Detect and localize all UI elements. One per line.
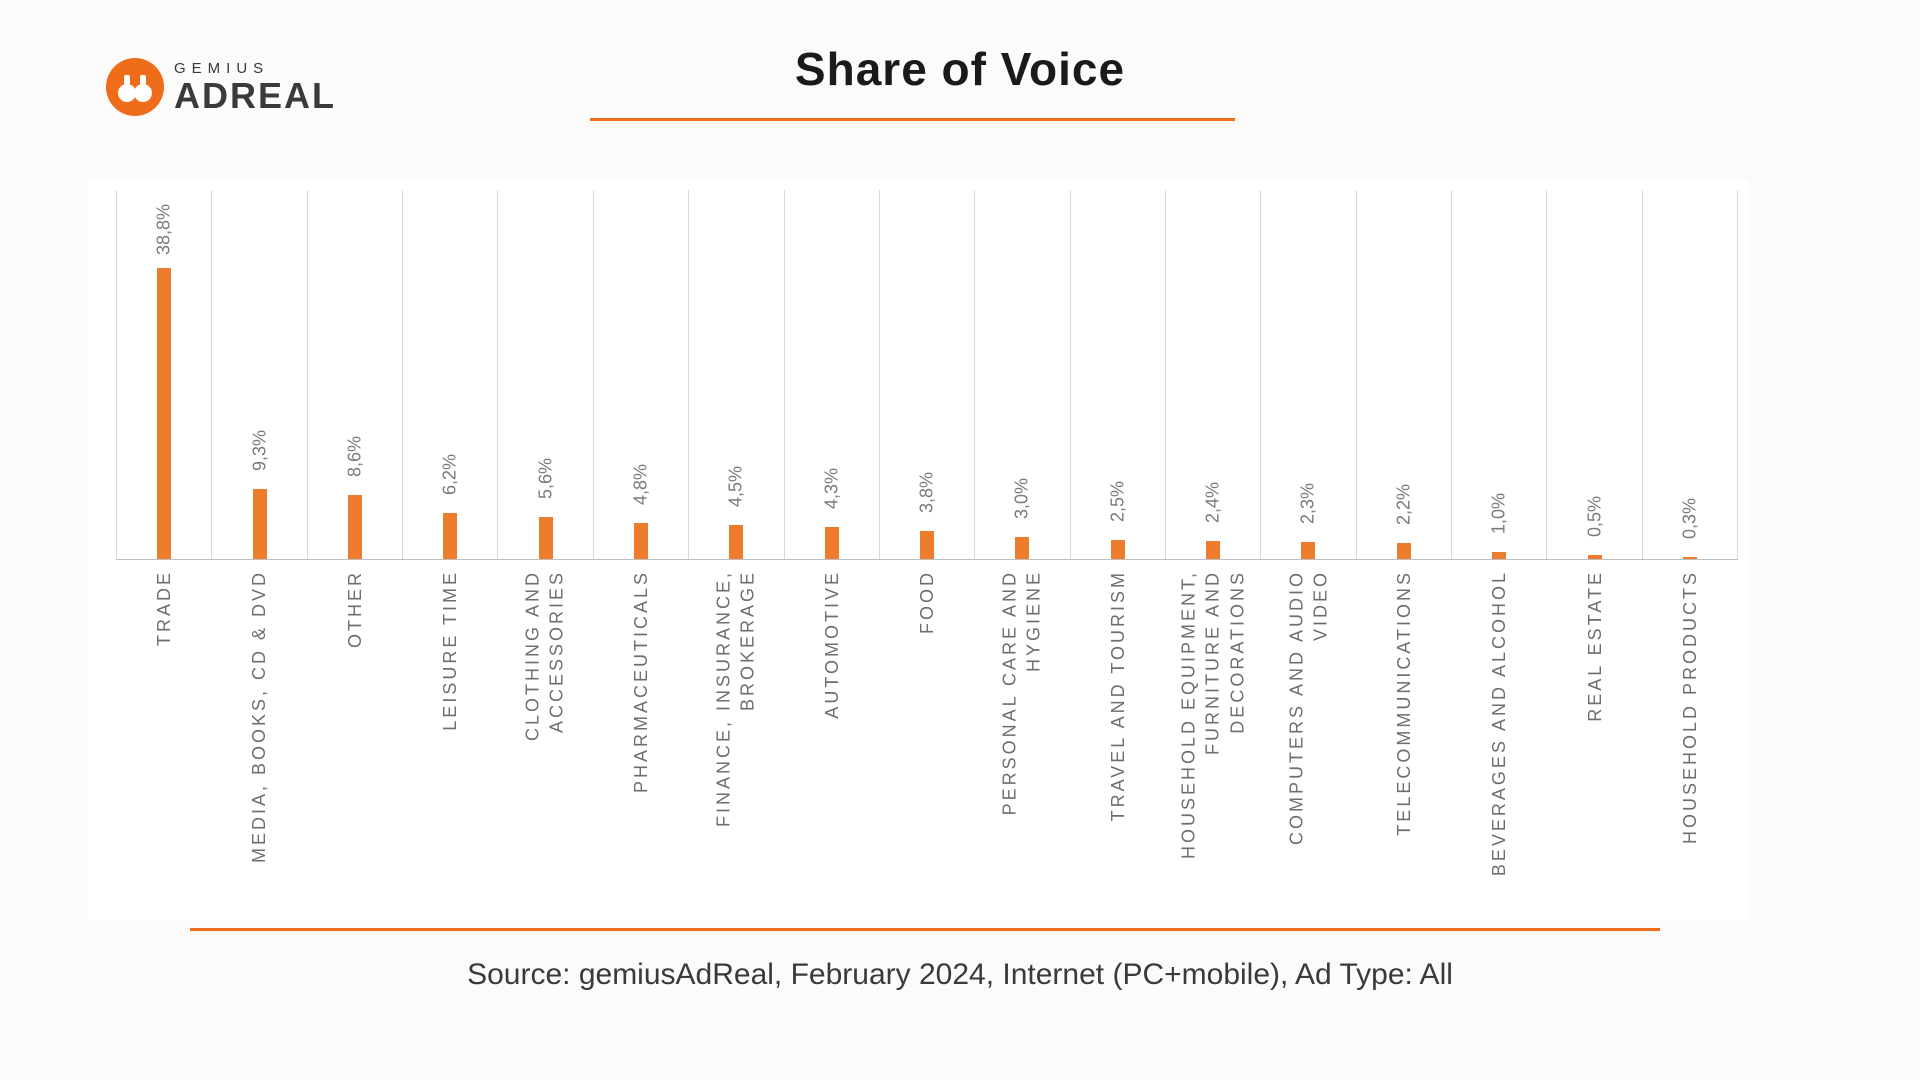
category-label: REAL ESTATE — [1547, 570, 1642, 900]
chart-column: 38,8% — [116, 190, 211, 559]
chart-bar — [1111, 540, 1125, 559]
bar-value-label: 5,6% — [535, 458, 556, 499]
category-label: AUTOMOTIVE — [784, 570, 879, 900]
chart-bar — [157, 268, 171, 559]
chart-bar — [729, 525, 743, 559]
chart-column: 2,2% — [1356, 190, 1451, 559]
title-underline — [590, 118, 1235, 121]
category-label: MEDIA, BOOKS, CD & DVD — [211, 570, 306, 900]
chart-bar — [539, 517, 553, 559]
chart-labels: TRADEMEDIA, BOOKS, CD & DVDOTHERLEISURE … — [116, 570, 1738, 900]
chart-column: 3,8% — [879, 190, 974, 559]
bar-value-label: 1,0% — [1489, 492, 1510, 533]
category-label: BEVERAGES AND ALCOHOL — [1452, 570, 1547, 900]
bar-value-label: 38,8% — [154, 204, 175, 255]
chart-column: 0,5% — [1546, 190, 1641, 559]
chart-bar — [1588, 555, 1602, 559]
category-label: FINANCE, INSURANCE,BROKERAGE — [688, 570, 783, 900]
binoculars-icon — [106, 58, 164, 116]
chart-bar — [1206, 541, 1220, 559]
chart-bar — [443, 513, 457, 560]
bar-value-label: 4,5% — [726, 466, 747, 507]
bar-value-label: 4,8% — [630, 464, 651, 505]
chart-bar — [1015, 537, 1029, 560]
chart-bar — [825, 527, 839, 559]
chart-bar — [1397, 543, 1411, 560]
logo-text-top: GEMIUS — [174, 61, 336, 76]
chart-column: 2,3% — [1260, 190, 1355, 559]
chart-column: 4,5% — [688, 190, 783, 559]
chart-column: 8,6% — [307, 190, 402, 559]
category-label: TELECOMMUNICATIONS — [1356, 570, 1451, 900]
chart-area: 38,8% 9,3% 8,6% 6,2% 5,6% 4,8% 4,5% 4,3% 3,8% 3,0… — [88, 180, 1748, 920]
chart-column: 0,3% — [1642, 190, 1738, 559]
bar-value-label: 2,4% — [1203, 482, 1224, 523]
chart-bar — [348, 495, 362, 560]
bar-value-label: 0,5% — [1584, 496, 1605, 537]
category-label: HOUSEHOLD PRODUCTS — [1643, 570, 1738, 900]
chart-column: 4,3% — [784, 190, 879, 559]
bar-value-label: 2,2% — [1393, 483, 1414, 524]
chart-bar — [920, 531, 934, 560]
bar-value-label: 3,0% — [1012, 477, 1033, 518]
chart-column: 9,3% — [211, 190, 306, 559]
chart-column: 5,6% — [497, 190, 592, 559]
bar-value-label: 0,3% — [1679, 498, 1700, 539]
logo-text: GEMIUS ADREAL — [174, 61, 336, 114]
category-label: LEISURE TIME — [402, 570, 497, 900]
bar-value-label: 9,3% — [249, 430, 270, 471]
category-label: PERSONAL CARE ANDHYGIENE — [975, 570, 1070, 900]
chart-column: 6,2% — [402, 190, 497, 559]
chart-column: 4,8% — [593, 190, 688, 559]
chart-plot: 38,8% 9,3% 8,6% 6,2% 5,6% 4,8% 4,5% 4,3% 3,8% 3,0… — [116, 190, 1738, 560]
category-label: TRADE — [116, 570, 211, 900]
category-label: FOOD — [879, 570, 974, 900]
bar-value-label: 6,2% — [440, 453, 461, 494]
category-label: HOUSEHOLD EQUIPMENT,FURNITURE ANDDECORAT… — [1165, 570, 1260, 900]
category-label: CLOTHING ANDACCESSORIES — [498, 570, 593, 900]
logo: GEMIUS ADREAL — [106, 58, 336, 116]
bar-value-label: 8,6% — [344, 435, 365, 476]
bar-value-label: 2,5% — [1107, 481, 1128, 522]
category-label: OTHER — [307, 570, 402, 900]
bar-value-label: 2,3% — [1298, 483, 1319, 524]
category-label: TRAVEL AND TOURISM — [1070, 570, 1165, 900]
footer-line — [190, 928, 1660, 931]
chart-bar — [1683, 557, 1697, 559]
chart-column: 2,5% — [1070, 190, 1165, 559]
category-label: COMPUTERS AND AUDIOVIDEO — [1261, 570, 1356, 900]
category-label: PHARMACEUTICALS — [593, 570, 688, 900]
chart-title: Share of Voice — [795, 42, 1125, 96]
bar-value-label: 4,3% — [821, 468, 842, 509]
source-text: Source: gemiusAdReal, February 2024, Int… — [467, 958, 1453, 992]
logo-text-bottom: ADREAL — [174, 78, 336, 114]
chart-column: 2,4% — [1165, 190, 1260, 559]
chart-column: 1,0% — [1451, 190, 1546, 559]
chart-bar — [1492, 552, 1506, 560]
chart-column: 3,0% — [974, 190, 1069, 559]
bar-value-label: 3,8% — [917, 471, 938, 512]
chart-bar — [634, 523, 648, 559]
chart-bar — [253, 489, 267, 559]
chart-bar — [1301, 542, 1315, 559]
